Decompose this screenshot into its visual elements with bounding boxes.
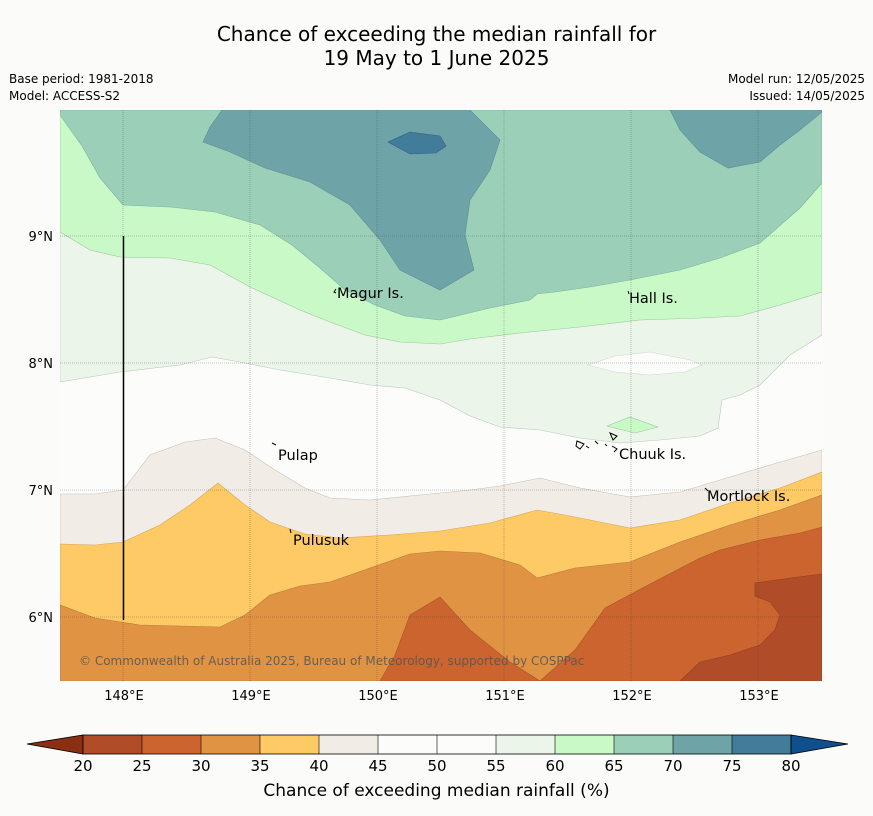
place-hall: Hall Is. — [629, 291, 678, 307]
cb-55-60 — [496, 735, 555, 754]
magur-island-shape — [333, 288, 337, 294]
pulap-island-shape — [271, 442, 277, 446]
title-line-1: Chance of exceeding the median rainfall … — [216, 22, 657, 46]
copyright-notice: © Commonwealth of Australia 2025, Bureau… — [79, 654, 584, 668]
graticule — [60, 110, 822, 681]
base-period: Base period: 1981-2018 — [9, 72, 154, 86]
place-pulap: Pulap — [278, 448, 318, 464]
cb-50-55 — [437, 735, 496, 754]
cb-tick-75: 75 — [722, 757, 741, 775]
cb-35-40 — [260, 735, 319, 754]
cb-25-30 — [142, 735, 201, 754]
cb-75-80 — [732, 735, 791, 754]
map-title: Chance of exceeding the median rainfall … — [0, 22, 873, 70]
lon-axis: 148°E 149°E 150°E 151°E 152°E 153°E — [104, 689, 779, 704]
band-25-30 — [379, 596, 541, 681]
lat-tick-8: 8°N — [29, 357, 54, 372]
place-mortlock: Mortlock Is. — [707, 489, 790, 505]
lon-tick-150: 150°E — [358, 689, 398, 704]
band-70-75-east — [669, 110, 822, 169]
band-20-25 — [679, 573, 822, 681]
island-outlines — [271, 288, 709, 534]
cb-tick-50: 50 — [427, 757, 446, 775]
cb-tick-35: 35 — [250, 757, 269, 775]
cb-60-65 — [555, 735, 614, 754]
lat-tick-9: 9°N — [29, 230, 54, 245]
lon-tick-153: 153°E — [739, 689, 779, 704]
cb-tick-25: 25 — [132, 757, 151, 775]
cb-tick-30: 30 — [191, 757, 210, 775]
colorbar-extend-low — [26, 734, 84, 755]
pulusuk-island-shape — [289, 528, 292, 534]
title-line-2: 19 May to 1 June 2025 — [323, 46, 550, 70]
issued-date: Issued: 14/05/2025 — [749, 89, 865, 103]
lon-tick-151: 151°E — [485, 689, 525, 704]
place-pulusuk: Pulusuk — [293, 533, 350, 549]
cb-40-45 — [319, 735, 378, 754]
rainfall-map: Magur Is. Hall Is. Pulap Chuuk Is. Mortl… — [60, 110, 822, 681]
colorbar-title: Chance of exceeding median rainfall (%) — [263, 781, 610, 801]
cb-tick-70: 70 — [663, 757, 682, 775]
lon-tick-148: 148°E — [104, 689, 144, 704]
cb-tick-80: 80 — [781, 757, 800, 775]
meta-left: Base period: 1981-2018 Model: ACCESS-S2 — [9, 71, 154, 105]
place-magur: Magur Is. — [337, 286, 404, 302]
model-name: Model: ACCESS-S2 — [9, 89, 121, 103]
meta-right: Model run: 12/05/2025 Issued: 14/05/2025 — [728, 71, 865, 105]
band-70-75-west — [202, 110, 501, 291]
hall-island-shape — [627, 290, 630, 295]
band-75-80 — [387, 131, 447, 155]
cb-tick-45: 45 — [368, 757, 387, 775]
chuuk-islands-shape — [575, 432, 618, 453]
band-60-65-patch — [606, 416, 660, 434]
lat-tick-6: 6°N — [29, 611, 54, 626]
lat-axis: 9°N 8°N 7°N 6°N — [29, 230, 54, 626]
lon-tick-152: 152°E — [612, 689, 652, 704]
cb-tick-60: 60 — [545, 757, 564, 775]
cb-70-75 — [673, 735, 732, 754]
colorbar: 20 25 30 35 40 45 50 55 60 65 70 75 80 — [26, 734, 849, 775]
lon-tick-149: 149°E — [231, 689, 271, 704]
cb-65-70 — [614, 735, 673, 754]
mortlock-island-shape — [704, 487, 709, 492]
place-chuuk: Chuuk Is. — [619, 447, 686, 463]
cb-20-25 — [83, 735, 142, 754]
colorbar-extend-high — [790, 734, 849, 755]
model-run: Model run: 12/05/2025 — [727, 72, 865, 86]
cb-tick-20: 20 — [73, 757, 92, 775]
band-45-50-patch — [586, 351, 703, 376]
cb-tick-55: 55 — [486, 757, 505, 775]
band-25-30-east — [539, 526, 822, 681]
cb-tick-65: 65 — [604, 757, 623, 775]
lat-tick-7: 7°N — [29, 484, 54, 499]
cb-45-50 — [378, 735, 437, 754]
cb-tick-40: 40 — [309, 757, 328, 775]
cb-30-35 — [201, 735, 260, 754]
